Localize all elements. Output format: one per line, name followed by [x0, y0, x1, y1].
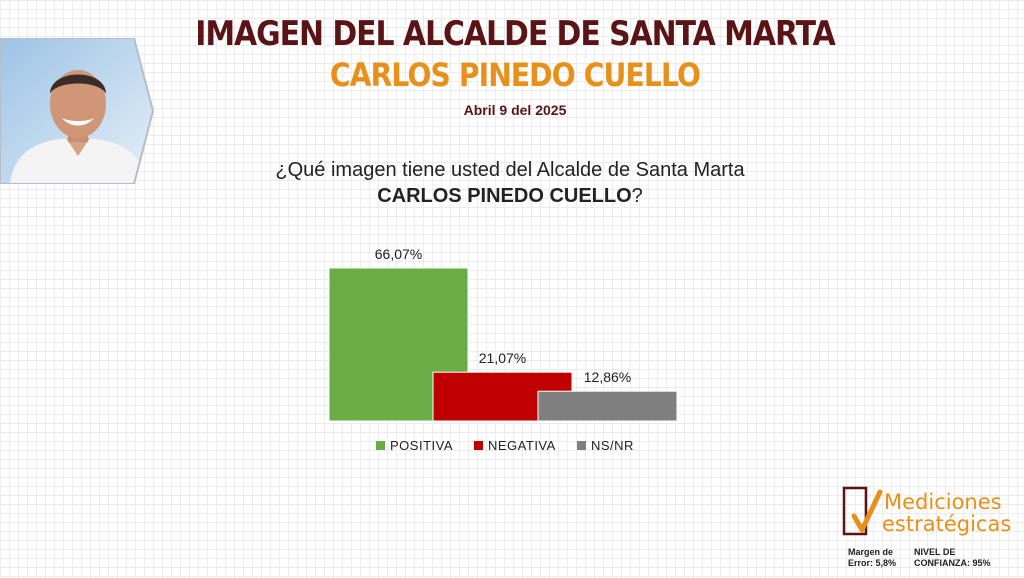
question-suffix: ?: [631, 185, 643, 207]
margin-of-error: Margen de Error: 5,8%: [848, 547, 908, 569]
mediciones-estrategicas-logo: Mediciones estratégicas: [840, 486, 1015, 544]
logo-line-2: estratégicas: [882, 512, 1011, 536]
data-label: 66,07%: [375, 246, 422, 262]
confidence-level: NIVEL DE CONFIANZA: 95%: [914, 547, 1014, 569]
question-line-2: CARLOS PINEDO CUELLO?: [200, 185, 820, 208]
margin-line-2: Error: 5,8%: [848, 558, 897, 568]
survey-date: Abril 9 del 2025: [463, 102, 567, 118]
bar-nsnr: [537, 390, 678, 422]
confidence-line-2: CONFIANZA: 95%: [914, 558, 991, 568]
question-line-1: ¿Qué imagen tiene usted del Alcalde de S…: [275, 159, 745, 181]
page-title: IMAGEN DEL ALCALDE DE SANTA MARTA: [195, 14, 836, 54]
mayor-name: CARLOS PINEDO CUELLO: [329, 56, 701, 94]
legend-label: NS/NR: [591, 438, 634, 453]
mayor-photo: [0, 38, 156, 184]
legend-swatch: [577, 441, 586, 450]
logo-line-1: Mediciones: [884, 490, 1002, 514]
margin-line-1: Margen de: [848, 547, 894, 557]
legend-label: POSITIVA: [390, 438, 453, 453]
data-label: 12,86%: [584, 369, 631, 385]
legend-swatch: [474, 441, 483, 450]
legend-swatch: [376, 441, 385, 450]
legend-label: NEGATIVA: [488, 438, 556, 453]
data-label: 21,07%: [479, 350, 526, 366]
confidence-line-1: NIVEL DE: [914, 547, 956, 557]
question-bold-name: CARLOS PINEDO CUELLO: [377, 185, 632, 207]
